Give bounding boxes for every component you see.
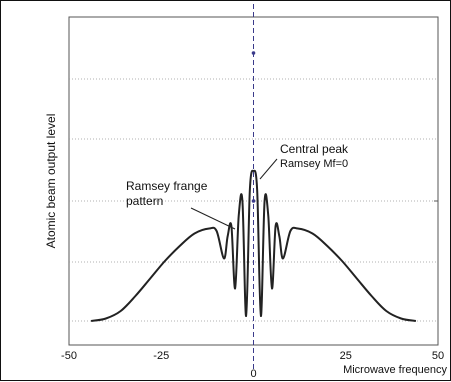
x-axis-label: Microwave frequency — [343, 364, 447, 376]
ramsey-pattern-pointer — [190, 207, 236, 230]
annotation-pattern: pattern — [126, 194, 163, 208]
x-tick-label-neg25: -25 — [153, 350, 169, 362]
x-tick-label-25: 25 — [340, 350, 352, 362]
annotation-ramsey-mf0: Ramsey Mf=0 — [280, 158, 348, 170]
ramsey-series-line — [90, 169, 417, 322]
x-tick-label-0: 0 — [250, 368, 256, 380]
x-tick-label-50: 50 — [432, 350, 444, 362]
center-marker-top — [251, 51, 256, 55]
central-peak-pointer — [259, 158, 278, 180]
annotation-ramsey-frange: Ramsey frange — [126, 179, 208, 193]
x-tick-label-neg50: -50 — [61, 350, 77, 362]
annotation-central-peak: Central peak — [280, 142, 349, 156]
y-axis-label: Atomic beam output level — [44, 114, 58, 249]
center-marker-mid — [251, 199, 256, 203]
